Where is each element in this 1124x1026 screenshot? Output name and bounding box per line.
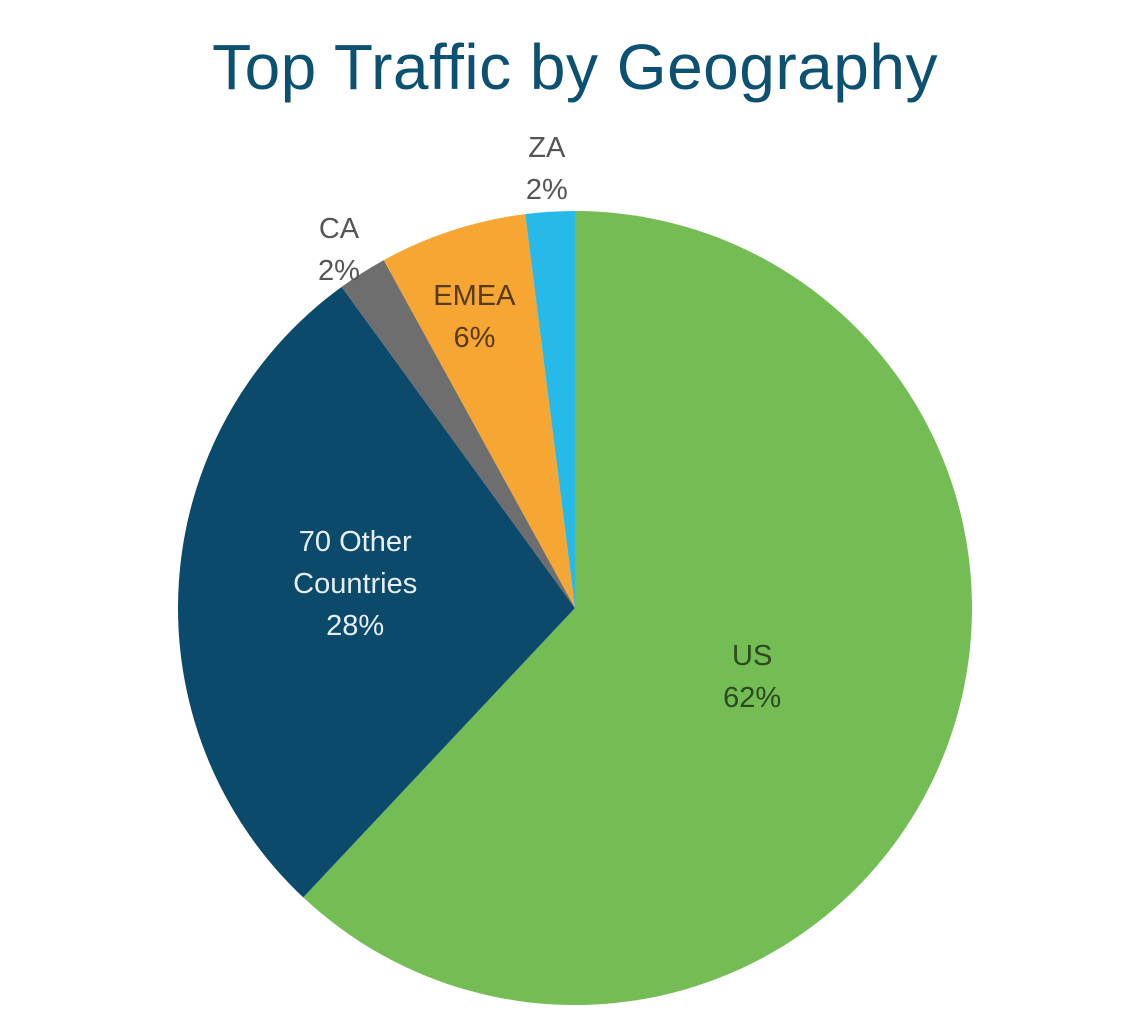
slice-value-70-other-countries: 28%	[326, 610, 384, 642]
pie-slice-us	[303, 211, 972, 1006]
slice-label-emea: EMEA 6%	[433, 280, 516, 354]
pie-slice-ca	[341, 260, 575, 608]
slice-value-us: 62%	[723, 682, 781, 714]
slice-value-ca: 2%	[318, 255, 360, 287]
slice-name-70-other-countries: 70 Other	[299, 526, 412, 558]
slice-label-70-other-countries: 70 Other Countries 28%	[293, 526, 417, 642]
slice-label-us: US 62%	[723, 640, 781, 714]
slice-name-ca: CA	[319, 213, 360, 245]
slice-label-za: ZA 2%	[526, 132, 568, 206]
pie-slice-emea	[383, 214, 575, 608]
slice-name-us: US	[732, 640, 772, 672]
slice-value-za: 2%	[526, 174, 568, 206]
pie-slice-za	[525, 211, 575, 608]
pie-slice-70-other-countries	[177, 286, 575, 898]
slice-name-70-other-countries: Countries	[293, 568, 417, 600]
slice-value-emea: 6%	[453, 322, 495, 354]
pie-labels: US 62% 70 Other Countries 28% CA 2% EMEA 6% ZA 2%	[293, 132, 781, 714]
pie-slices	[177, 211, 972, 1006]
chart-title: Top Traffic by Geography	[212, 31, 938, 103]
slice-name-emea: EMEA	[433, 280, 516, 312]
slice-label-ca: CA 2%	[318, 213, 360, 287]
slice-name-za: ZA	[528, 132, 566, 164]
